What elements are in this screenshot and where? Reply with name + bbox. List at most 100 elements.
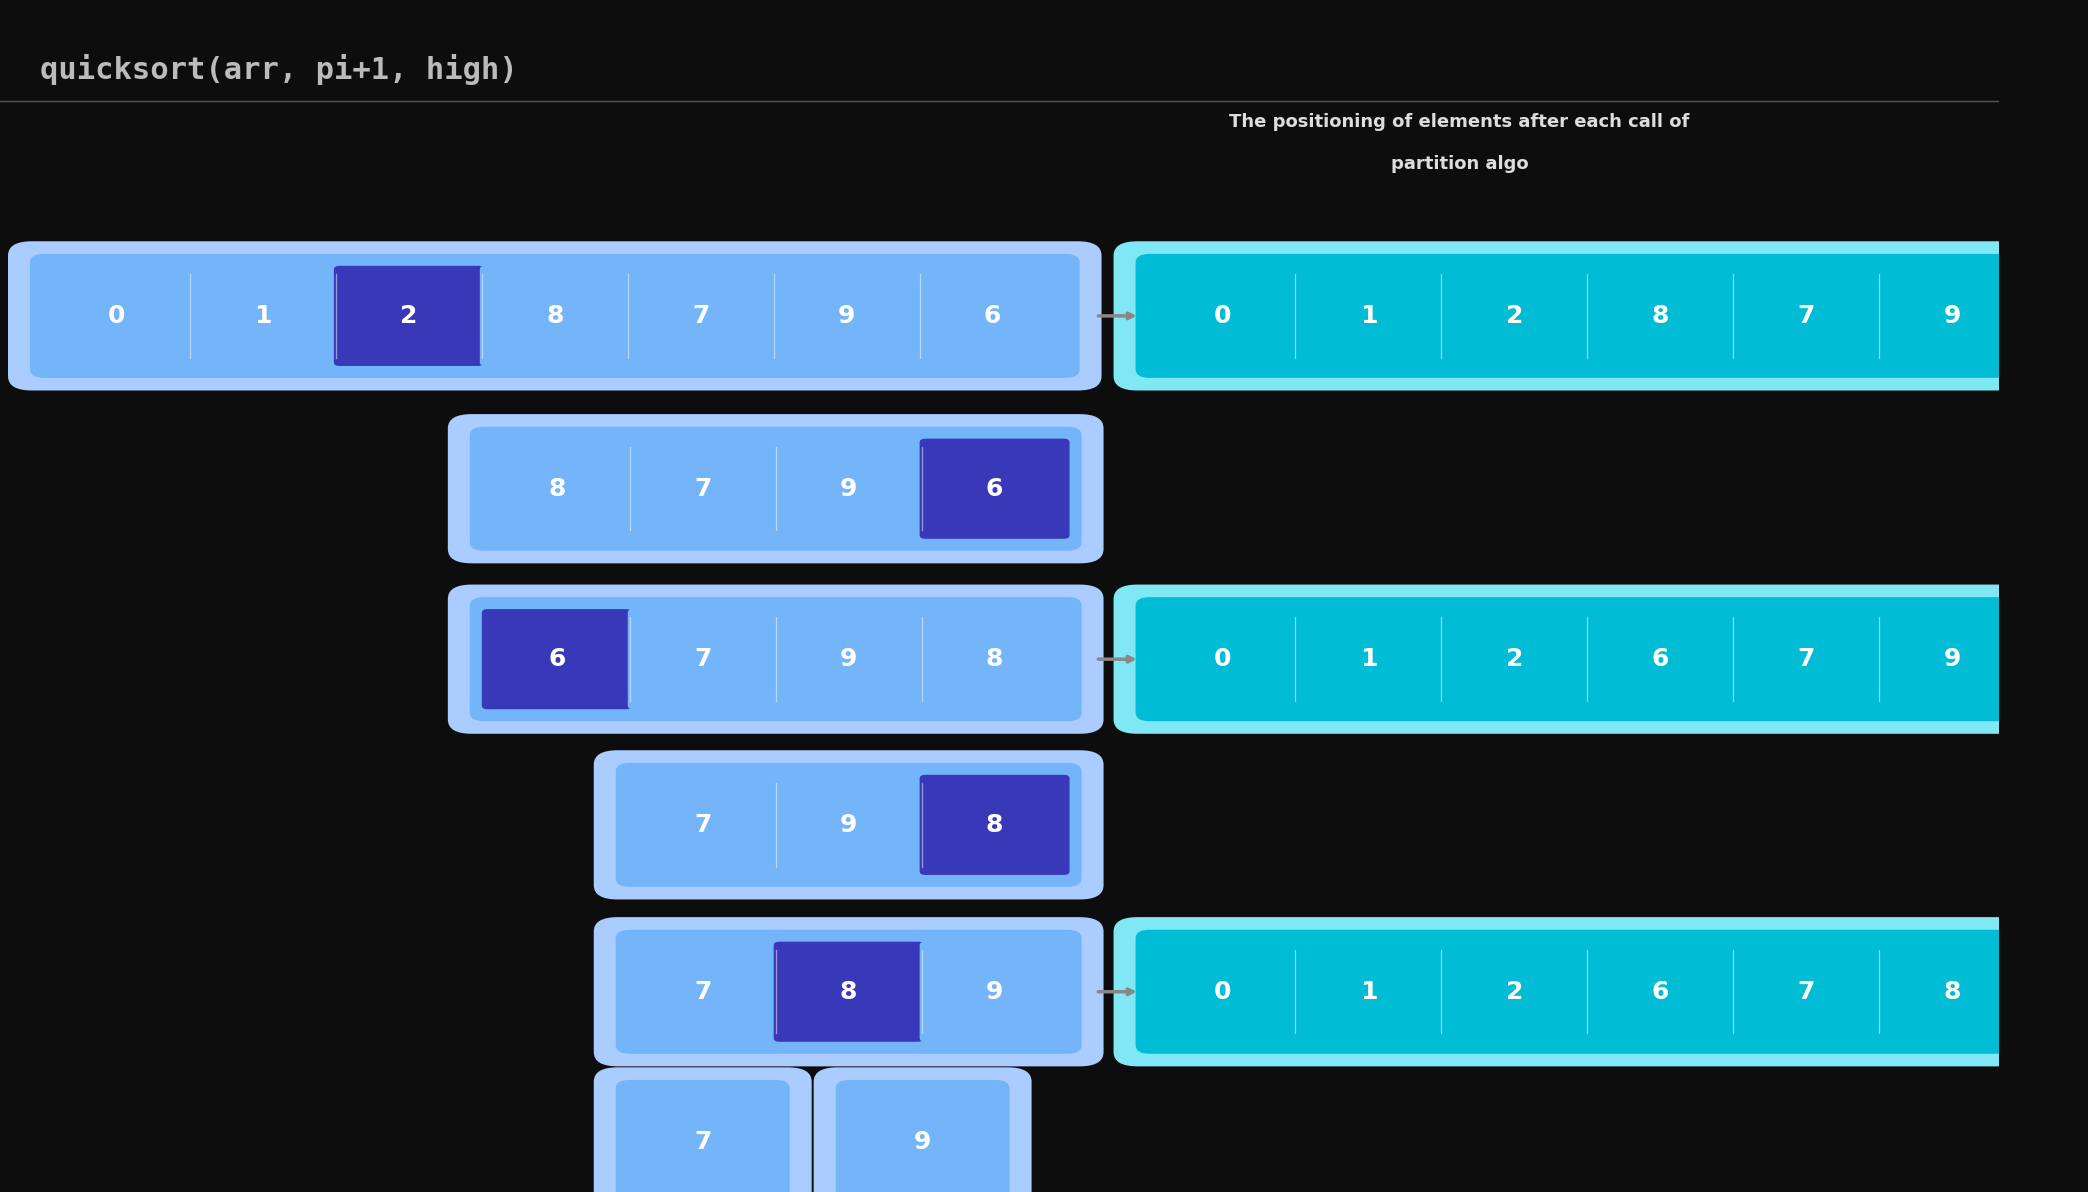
Text: 0: 0 xyxy=(1213,304,1232,328)
FancyBboxPatch shape xyxy=(1136,254,2088,378)
FancyBboxPatch shape xyxy=(480,266,631,366)
FancyBboxPatch shape xyxy=(1439,942,1589,1042)
Text: 2: 2 xyxy=(401,304,418,328)
Text: 0: 0 xyxy=(1213,980,1232,1004)
FancyBboxPatch shape xyxy=(1877,266,2027,366)
Text: 0: 0 xyxy=(109,304,125,328)
Text: 6: 6 xyxy=(983,304,1002,328)
FancyBboxPatch shape xyxy=(42,266,192,366)
FancyBboxPatch shape xyxy=(919,942,1069,1042)
Text: quicksort(arr, pi+1, high): quicksort(arr, pi+1, high) xyxy=(40,54,518,85)
FancyBboxPatch shape xyxy=(1731,942,1881,1042)
FancyBboxPatch shape xyxy=(917,266,1067,366)
FancyBboxPatch shape xyxy=(775,609,923,709)
FancyBboxPatch shape xyxy=(628,609,777,709)
FancyBboxPatch shape xyxy=(628,439,777,539)
Text: 6: 6 xyxy=(1652,647,1668,671)
FancyBboxPatch shape xyxy=(482,609,633,709)
Text: 7: 7 xyxy=(693,647,712,671)
FancyBboxPatch shape xyxy=(616,1080,789,1192)
FancyBboxPatch shape xyxy=(1585,942,1735,1042)
FancyBboxPatch shape xyxy=(835,1080,1011,1192)
FancyBboxPatch shape xyxy=(1113,584,2088,734)
FancyBboxPatch shape xyxy=(1292,609,1443,709)
Text: 8: 8 xyxy=(839,980,858,1004)
FancyBboxPatch shape xyxy=(1585,266,1735,366)
FancyBboxPatch shape xyxy=(919,439,1069,539)
FancyBboxPatch shape xyxy=(775,439,923,539)
FancyBboxPatch shape xyxy=(29,254,1079,378)
FancyBboxPatch shape xyxy=(8,241,1102,391)
FancyBboxPatch shape xyxy=(593,750,1105,900)
Text: 8: 8 xyxy=(547,477,566,501)
FancyBboxPatch shape xyxy=(775,942,923,1042)
FancyBboxPatch shape xyxy=(919,775,1069,875)
FancyBboxPatch shape xyxy=(1113,917,2088,1067)
FancyBboxPatch shape xyxy=(1113,241,2088,391)
Text: 8: 8 xyxy=(1944,980,1961,1004)
Text: 6: 6 xyxy=(986,477,1004,501)
Text: 2: 2 xyxy=(1505,304,1522,328)
Text: partition algo: partition algo xyxy=(1391,155,1528,173)
FancyBboxPatch shape xyxy=(1877,609,2027,709)
Text: 6: 6 xyxy=(1652,980,1668,1004)
Text: 8: 8 xyxy=(547,304,564,328)
Text: 7: 7 xyxy=(693,477,712,501)
Text: 7: 7 xyxy=(691,304,710,328)
FancyBboxPatch shape xyxy=(628,1092,777,1192)
Text: 9: 9 xyxy=(1944,304,1961,328)
FancyBboxPatch shape xyxy=(848,1092,998,1192)
Text: 7: 7 xyxy=(1798,647,1814,671)
FancyBboxPatch shape xyxy=(1439,609,1589,709)
Text: 7: 7 xyxy=(1798,980,1814,1004)
FancyBboxPatch shape xyxy=(1136,930,2088,1054)
Text: The positioning of elements after each call of: The positioning of elements after each c… xyxy=(1230,113,1689,131)
FancyBboxPatch shape xyxy=(628,942,777,1042)
Text: 2: 2 xyxy=(1505,647,1522,671)
FancyBboxPatch shape xyxy=(626,266,777,366)
FancyBboxPatch shape xyxy=(1731,266,1881,366)
Text: 1: 1 xyxy=(1359,980,1378,1004)
Text: 9: 9 xyxy=(986,980,1004,1004)
Text: 1: 1 xyxy=(255,304,271,328)
FancyBboxPatch shape xyxy=(447,414,1105,564)
FancyBboxPatch shape xyxy=(1731,609,1881,709)
Text: 7: 7 xyxy=(693,980,712,1004)
FancyBboxPatch shape xyxy=(482,439,633,539)
FancyBboxPatch shape xyxy=(2023,609,2088,709)
FancyBboxPatch shape xyxy=(775,775,923,875)
Text: 7: 7 xyxy=(693,813,712,837)
FancyBboxPatch shape xyxy=(2023,266,2088,366)
FancyBboxPatch shape xyxy=(628,775,777,875)
FancyBboxPatch shape xyxy=(616,763,1082,887)
Text: 0: 0 xyxy=(1213,647,1232,671)
FancyBboxPatch shape xyxy=(593,1067,812,1192)
FancyBboxPatch shape xyxy=(1148,942,1297,1042)
FancyBboxPatch shape xyxy=(334,266,484,366)
FancyBboxPatch shape xyxy=(1136,597,2088,721)
Text: 9: 9 xyxy=(839,813,858,837)
FancyBboxPatch shape xyxy=(814,1067,1031,1192)
FancyBboxPatch shape xyxy=(593,917,1105,1067)
FancyBboxPatch shape xyxy=(1148,266,1297,366)
Text: 9: 9 xyxy=(839,477,858,501)
FancyBboxPatch shape xyxy=(2023,942,2088,1042)
FancyBboxPatch shape xyxy=(1292,942,1443,1042)
Text: 9: 9 xyxy=(839,647,858,671)
Text: 7: 7 xyxy=(1798,304,1814,328)
Text: 9: 9 xyxy=(1944,647,1961,671)
FancyBboxPatch shape xyxy=(470,427,1082,551)
Text: 1: 1 xyxy=(1359,647,1378,671)
Text: 6: 6 xyxy=(547,647,566,671)
Text: 2: 2 xyxy=(1505,980,1522,1004)
Text: 9: 9 xyxy=(837,304,856,328)
Text: 8: 8 xyxy=(986,647,1004,671)
FancyBboxPatch shape xyxy=(1439,266,1589,366)
FancyBboxPatch shape xyxy=(1148,609,1297,709)
FancyBboxPatch shape xyxy=(1292,266,1443,366)
FancyBboxPatch shape xyxy=(447,584,1105,734)
FancyBboxPatch shape xyxy=(1877,942,2027,1042)
Text: 9: 9 xyxy=(915,1130,931,1154)
Text: 7: 7 xyxy=(693,1130,712,1154)
FancyBboxPatch shape xyxy=(616,930,1082,1054)
